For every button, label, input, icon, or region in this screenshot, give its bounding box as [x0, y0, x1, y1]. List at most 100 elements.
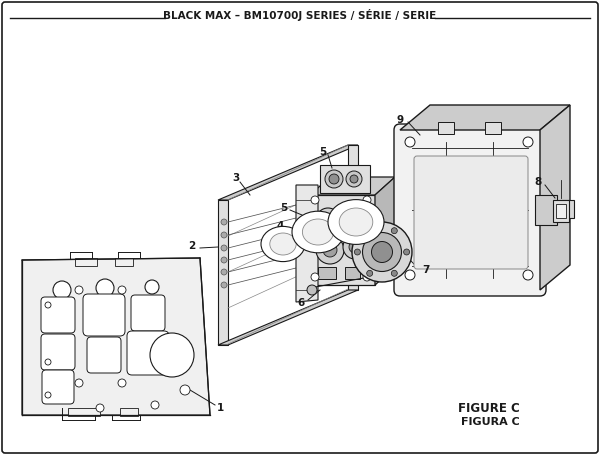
Circle shape: [347, 212, 357, 222]
Polygon shape: [296, 185, 318, 302]
Circle shape: [362, 233, 401, 272]
Circle shape: [45, 302, 51, 308]
Circle shape: [404, 249, 410, 255]
Bar: [438, 122, 454, 134]
Bar: [556, 204, 566, 218]
Polygon shape: [375, 177, 395, 285]
Circle shape: [45, 392, 51, 398]
Circle shape: [329, 174, 339, 184]
Bar: [115, 258, 133, 266]
Circle shape: [391, 270, 397, 276]
Circle shape: [352, 222, 412, 282]
Circle shape: [145, 280, 159, 294]
FancyBboxPatch shape: [42, 370, 74, 404]
Bar: [485, 122, 501, 134]
Circle shape: [221, 245, 227, 251]
Circle shape: [405, 137, 415, 147]
Text: BLACK MAX – BM10700J SERIES / SÉRIE / SERIE: BLACK MAX – BM10700J SERIES / SÉRIE / SE…: [163, 9, 437, 21]
Circle shape: [523, 137, 533, 147]
Circle shape: [221, 219, 227, 225]
Text: 1: 1: [217, 403, 224, 413]
Text: 3: 3: [232, 173, 239, 183]
Circle shape: [221, 232, 227, 238]
Polygon shape: [218, 290, 358, 345]
Bar: [553, 200, 569, 222]
FancyBboxPatch shape: [83, 294, 125, 336]
Circle shape: [349, 241, 361, 253]
Bar: [560, 200, 574, 218]
Circle shape: [75, 286, 83, 294]
Bar: [535, 195, 557, 225]
Circle shape: [118, 286, 126, 294]
Circle shape: [355, 249, 361, 255]
Circle shape: [96, 404, 104, 412]
Bar: [120, 408, 138, 416]
Circle shape: [75, 379, 83, 387]
Polygon shape: [310, 177, 395, 195]
Circle shape: [363, 196, 371, 204]
Circle shape: [221, 269, 227, 275]
Polygon shape: [400, 130, 540, 290]
Circle shape: [151, 401, 159, 409]
FancyBboxPatch shape: [41, 297, 75, 333]
Text: 9: 9: [397, 115, 404, 125]
Circle shape: [118, 379, 126, 387]
FancyBboxPatch shape: [41, 334, 75, 370]
Bar: [318, 267, 336, 279]
Polygon shape: [400, 105, 570, 130]
FancyBboxPatch shape: [87, 337, 121, 373]
Bar: [345, 267, 360, 279]
Text: FIGURA C: FIGURA C: [461, 417, 520, 427]
Polygon shape: [218, 200, 228, 345]
Circle shape: [323, 243, 337, 257]
Circle shape: [342, 207, 362, 227]
Circle shape: [307, 285, 317, 295]
Polygon shape: [348, 145, 358, 290]
Text: 4: 4: [277, 221, 284, 231]
Circle shape: [367, 270, 373, 276]
Text: 5: 5: [319, 147, 326, 157]
Ellipse shape: [328, 200, 384, 244]
Circle shape: [150, 333, 194, 377]
Circle shape: [316, 208, 340, 232]
Circle shape: [45, 359, 51, 365]
Ellipse shape: [261, 227, 305, 262]
Polygon shape: [22, 258, 210, 415]
Circle shape: [221, 257, 227, 263]
Circle shape: [363, 273, 371, 281]
FancyBboxPatch shape: [414, 156, 528, 269]
Circle shape: [367, 228, 373, 234]
Polygon shape: [320, 165, 370, 193]
Polygon shape: [310, 195, 375, 285]
Circle shape: [523, 270, 533, 280]
Ellipse shape: [302, 219, 334, 245]
Circle shape: [316, 236, 344, 264]
Circle shape: [391, 228, 397, 234]
Text: 8: 8: [535, 177, 542, 187]
Circle shape: [343, 235, 367, 259]
Circle shape: [311, 273, 319, 281]
Circle shape: [322, 214, 334, 226]
Circle shape: [221, 282, 227, 288]
FancyBboxPatch shape: [127, 331, 169, 375]
Polygon shape: [540, 105, 570, 290]
Text: 5: 5: [280, 203, 287, 213]
Circle shape: [350, 175, 358, 183]
Circle shape: [311, 196, 319, 204]
Ellipse shape: [292, 211, 344, 253]
Circle shape: [96, 279, 114, 297]
Bar: [68, 408, 100, 416]
Ellipse shape: [339, 208, 373, 236]
Text: 2: 2: [188, 241, 195, 251]
Circle shape: [346, 171, 362, 187]
Circle shape: [180, 385, 190, 395]
Text: 7: 7: [422, 265, 430, 275]
Text: 6: 6: [298, 298, 305, 308]
Circle shape: [371, 242, 392, 263]
Polygon shape: [218, 145, 358, 200]
Circle shape: [405, 270, 415, 280]
Ellipse shape: [270, 233, 296, 255]
Bar: [75, 258, 97, 266]
FancyBboxPatch shape: [131, 295, 165, 331]
Text: FIGURE C: FIGURE C: [458, 401, 520, 415]
